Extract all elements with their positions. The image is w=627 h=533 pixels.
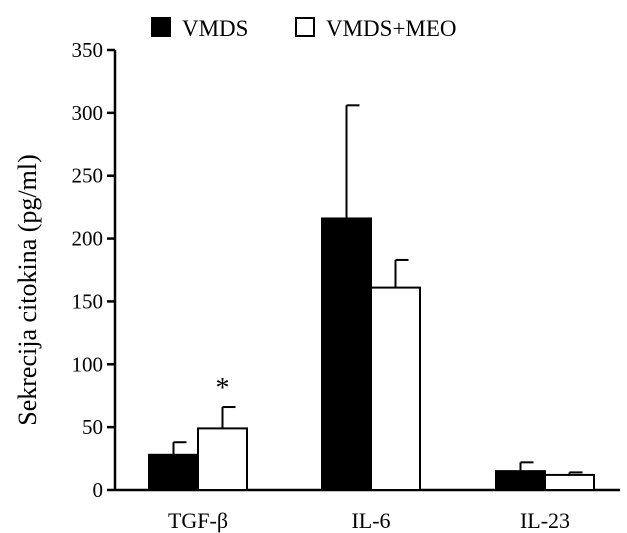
y-axis-label: Sekrecija citokina (pg/ml) (13, 154, 42, 425)
legend-swatch (151, 17, 171, 37)
y-tick-label: 200 (72, 227, 104, 251)
x-tick-label: IL-6 (351, 508, 390, 533)
legend-label: VMDS (182, 16, 248, 41)
bar (495, 470, 546, 491)
legend-label: VMDS+MEO (326, 16, 457, 41)
legend-swatch (295, 17, 315, 37)
significance-marker: * (216, 373, 230, 404)
legend: VMDS VMDS+MEO (151, 16, 457, 41)
bar (197, 427, 248, 491)
y-tick-label: 100 (72, 352, 104, 376)
y-tick-label: 150 (72, 289, 104, 313)
x-tick-label: TGF-β (168, 508, 228, 533)
bar (148, 453, 199, 491)
bar (321, 217, 372, 491)
bar (370, 286, 421, 491)
y-tick-label: 250 (72, 164, 104, 188)
y-tick-label: 50 (82, 415, 103, 439)
x-tick-label: IL-23 (520, 508, 570, 533)
y-tick-label: 350 (72, 38, 104, 62)
bar (544, 473, 595, 491)
plot-area: 0 50 100 150 200 250 300 350 TGF-β IL-6 IL-23 * (72, 38, 620, 533)
y-tick-label: 300 (72, 101, 104, 125)
y-tick-label: 0 (93, 478, 104, 502)
